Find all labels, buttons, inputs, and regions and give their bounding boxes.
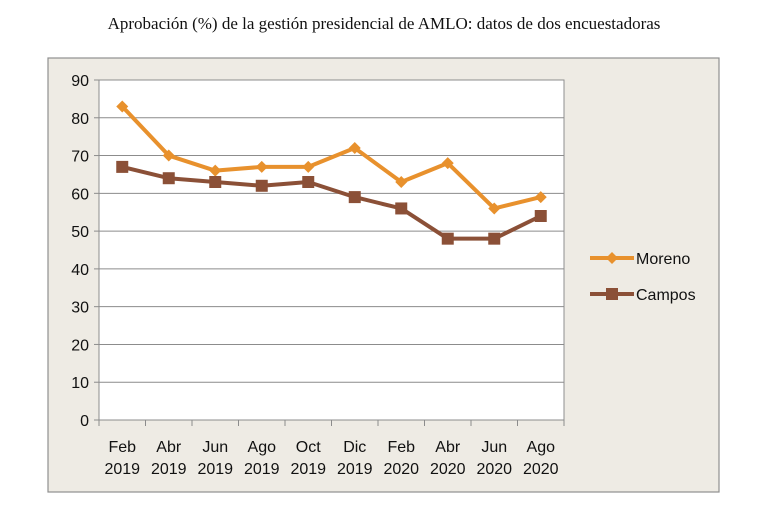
plot-area [98, 79, 565, 421]
y-tick-label: 10 [71, 375, 89, 392]
legend-label-moreno: Moreno [636, 251, 690, 268]
y-tick-label: 40 [71, 262, 89, 279]
x-tick-label-month: Ago [248, 439, 277, 456]
x-tick-label-month: Abr [156, 439, 182, 456]
x-tick-label-month: Jun [481, 439, 507, 456]
y-tick-label: 50 [71, 224, 89, 241]
data-point-campos [255, 179, 268, 192]
x-tick-label-year: 2019 [244, 461, 280, 478]
series-moreno [116, 100, 547, 215]
y-tick-label: 90 [71, 73, 89, 90]
y-tick-label: 60 [71, 186, 89, 203]
data-point-moreno [534, 191, 547, 204]
data-point-moreno [209, 164, 222, 177]
legend-marker-moreno [606, 252, 618, 264]
data-point-campos [209, 176, 222, 188]
x-tick-label-month: Jun [202, 439, 228, 456]
data-point-campos [162, 172, 175, 185]
x-tick-label-year: 2019 [151, 461, 187, 478]
x-tick-label-month: Dic [343, 439, 366, 456]
y-axis: 0 10 20 30 40 50 60 70 80 90 [71, 73, 100, 430]
data-point-campos [348, 191, 361, 204]
y-tick-label: 20 [71, 337, 89, 354]
legend-item-moreno: Moreno [590, 251, 690, 268]
x-tick-label-month: Feb [387, 439, 415, 456]
data-point-campos [441, 232, 454, 245]
data-point-campos [534, 210, 547, 222]
data-point-campos [302, 176, 315, 188]
x-tick-label-month: Oct [296, 439, 321, 456]
x-tick-label-month: Feb [108, 439, 136, 456]
x-tick-label-year: 2019 [337, 461, 373, 478]
x-tick-label-month: Ago [527, 439, 556, 456]
data-point-moreno [162, 149, 175, 162]
legend-label-campos: Campos [636, 287, 696, 304]
series-line-moreno [120, 105, 542, 211]
chart-title: Aprobación (%) de la gestión presidencia… [107, 14, 661, 33]
data-point-moreno [348, 142, 361, 154]
legend-item-campos: Campos [590, 287, 696, 304]
y-tick-label: 80 [71, 111, 89, 128]
data-point-moreno [441, 157, 454, 170]
x-tick-label-year: 2019 [104, 461, 140, 478]
x-axis: Feb 2019 Abr 2019 Jun 2019 Ago 2019 Oct 2019 Dic 20… [98, 419, 565, 478]
x-tick-label-year: 2020 [476, 461, 512, 478]
x-tick-label-year: 2020 [383, 461, 419, 478]
x-tick-label-year: 2020 [523, 461, 559, 478]
data-point-moreno [255, 160, 268, 173]
y-tick-label: 0 [80, 413, 89, 430]
series-group [116, 100, 547, 245]
legend: Moreno Campos [590, 251, 696, 304]
data-point-moreno [395, 176, 408, 188]
x-tick-label-month: Abr [435, 439, 461, 456]
x-tick-label-year: 2019 [290, 461, 326, 478]
legend-marker-campos [606, 288, 618, 300]
y-tick-label: 30 [71, 300, 89, 317]
data-point-moreno [116, 100, 129, 113]
data-point-campos [116, 160, 129, 173]
data-point-campos [488, 232, 501, 245]
y-tick-label: 70 [71, 149, 89, 166]
series-campos [116, 160, 547, 245]
data-point-campos [395, 202, 408, 215]
data-point-moreno [488, 202, 501, 215]
x-tick-label-year: 2019 [197, 461, 233, 478]
x-tick-label-year: 2020 [430, 461, 466, 478]
data-point-moreno [302, 160, 315, 173]
series-line-campos [121, 164, 542, 241]
